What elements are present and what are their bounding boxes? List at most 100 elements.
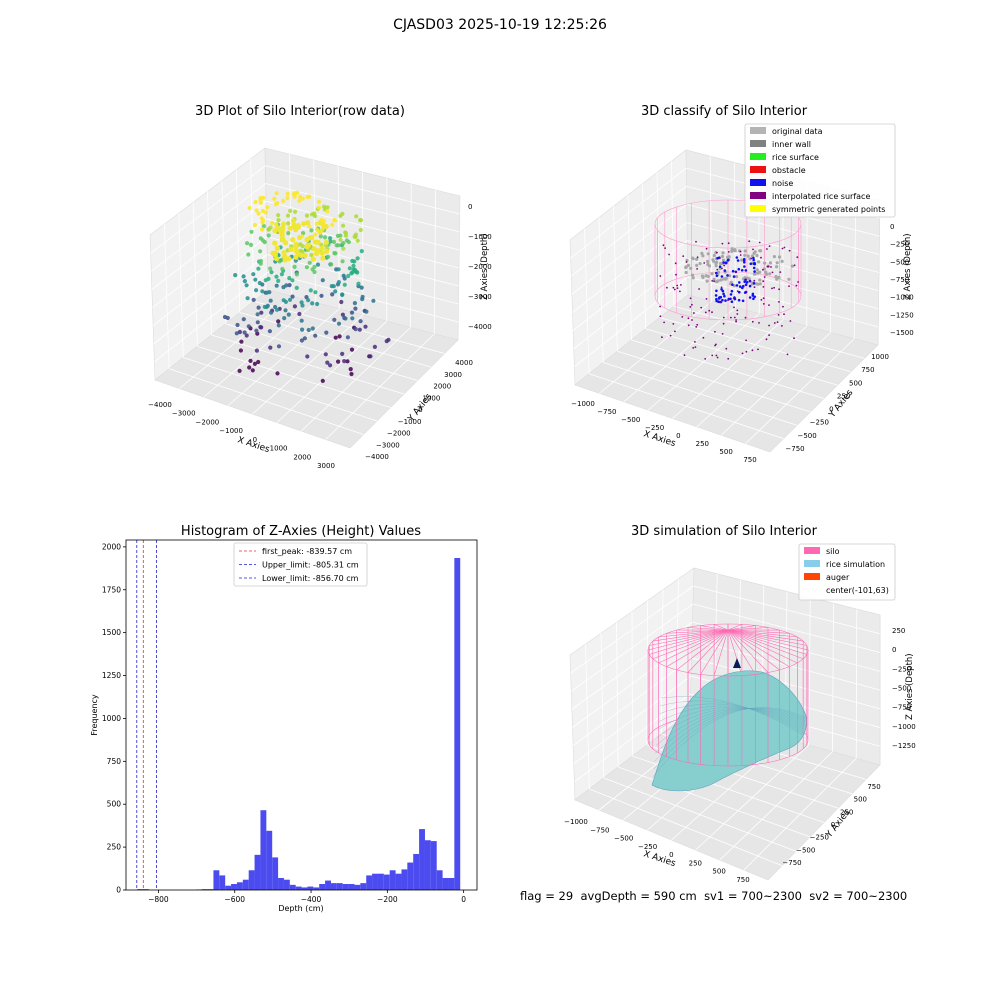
- data-point: [342, 359, 347, 364]
- legend-label: auger: [826, 573, 850, 582]
- interpolated-point: [676, 287, 679, 289]
- y-tick-label: 1000: [102, 714, 121, 723]
- y-tick-label: 2000: [102, 542, 121, 551]
- silo-roof-line: [727, 629, 807, 655]
- data-point: [305, 220, 311, 226]
- data-point: [355, 256, 360, 261]
- data-point: [320, 278, 325, 283]
- interpolated-point: [696, 268, 698, 270]
- grid-line: [645, 328, 838, 386]
- grid-line: [853, 193, 857, 339]
- histogram-bar: [383, 874, 390, 890]
- panel1-x-tick-label: 0: [253, 436, 257, 444]
- grid-line: [572, 240, 688, 331]
- panel4-legend: silo rice simulation auger center(-101,63): [798, 543, 896, 601]
- interpolated-point: [704, 311, 707, 314]
- noise-point: [753, 295, 756, 299]
- panel1-x-tick-label: −1000: [219, 427, 243, 435]
- interpolated-point: [736, 290, 739, 293]
- data-point: [245, 241, 250, 246]
- panel4-z-tick-label: −750: [892, 704, 911, 712]
- histogram-bar: [354, 884, 361, 890]
- original-data-point: [715, 260, 719, 264]
- noise-point: [722, 261, 725, 264]
- interpolated-point: [693, 312, 695, 314]
- histogram-bar: [413, 853, 420, 890]
- panel4-x-tick-label: 0: [669, 851, 673, 859]
- interpolated-point: [727, 357, 730, 360]
- original-data-point: [740, 258, 744, 262]
- interpolated-point: [781, 247, 784, 250]
- data-point: [311, 246, 317, 252]
- data-point: [246, 252, 251, 257]
- data-point: [255, 312, 260, 317]
- data-point: [256, 211, 261, 216]
- panel2-z-tick-label: −1000: [890, 294, 914, 302]
- interpolated-point: [762, 297, 765, 300]
- interpolated-point: [666, 286, 668, 289]
- noise-point: [731, 269, 735, 273]
- noise-point: [753, 270, 756, 273]
- data-point: [336, 321, 342, 326]
- data-point: [244, 283, 249, 288]
- data-point: [268, 225, 273, 230]
- grid-line: [673, 305, 865, 359]
- data-point: [290, 218, 296, 224]
- original-data-point: [768, 261, 773, 265]
- interpolated-point: [788, 249, 791, 252]
- panel1-y-tick-label: −4000: [365, 453, 389, 461]
- grid-line: [659, 317, 852, 373]
- interpolated-point: [753, 286, 756, 288]
- interpolated-point: [757, 348, 759, 351]
- interpolated-point: [715, 354, 718, 357]
- interpolated-point: [721, 242, 724, 245]
- interpolated-point: [786, 353, 789, 356]
- interpolated-point: [711, 280, 714, 282]
- histogram-bar: [272, 857, 279, 890]
- data-point: [274, 283, 279, 288]
- interpolated-point: [762, 268, 764, 271]
- data-point: [284, 283, 289, 288]
- grid-line: [433, 189, 437, 334]
- panel2-y-tick-label: 250: [837, 392, 850, 400]
- x-tick-label: −200: [377, 895, 398, 904]
- x-tick-label: −600: [224, 895, 245, 904]
- data-point: [292, 224, 298, 230]
- data-point: [267, 329, 272, 334]
- silo-roof-line: [727, 629, 780, 671]
- data-point: [302, 253, 308, 259]
- interpolated-point: [788, 285, 790, 287]
- noise-point: [735, 256, 739, 259]
- histogram-bar: [454, 558, 461, 890]
- surface-mesh-line: [659, 703, 804, 732]
- panel2-y-tick-label: 1000: [871, 353, 889, 361]
- noise-point: [740, 269, 744, 272]
- histogram-bar: [278, 877, 284, 890]
- interpolated-point: [674, 330, 676, 333]
- noise-point: [736, 259, 740, 262]
- data-point: [312, 264, 317, 269]
- data-point: [318, 234, 323, 239]
- data-point: [245, 296, 250, 301]
- data-point: [337, 334, 342, 339]
- data-point: [345, 335, 350, 340]
- noise-point: [752, 297, 755, 301]
- data-point: [257, 280, 262, 286]
- data-point: [315, 262, 321, 267]
- panel1-z-tick-label: −2000: [468, 263, 492, 271]
- data-point: [307, 235, 313, 241]
- surface-mesh-line: [655, 708, 805, 754]
- data-point: [349, 347, 355, 352]
- data-point: [294, 272, 299, 277]
- data-point: [261, 195, 266, 200]
- original-data-point: [691, 276, 695, 280]
- interpolated-point: [685, 261, 688, 263]
- original-data-point: [733, 248, 737, 252]
- interpolated-point: [659, 275, 662, 277]
- data-point: [330, 222, 335, 227]
- grid-line: [743, 758, 857, 871]
- noise-point: [715, 271, 718, 275]
- data-point: [300, 303, 305, 308]
- panel1-x-tick-label: 1000: [270, 445, 288, 453]
